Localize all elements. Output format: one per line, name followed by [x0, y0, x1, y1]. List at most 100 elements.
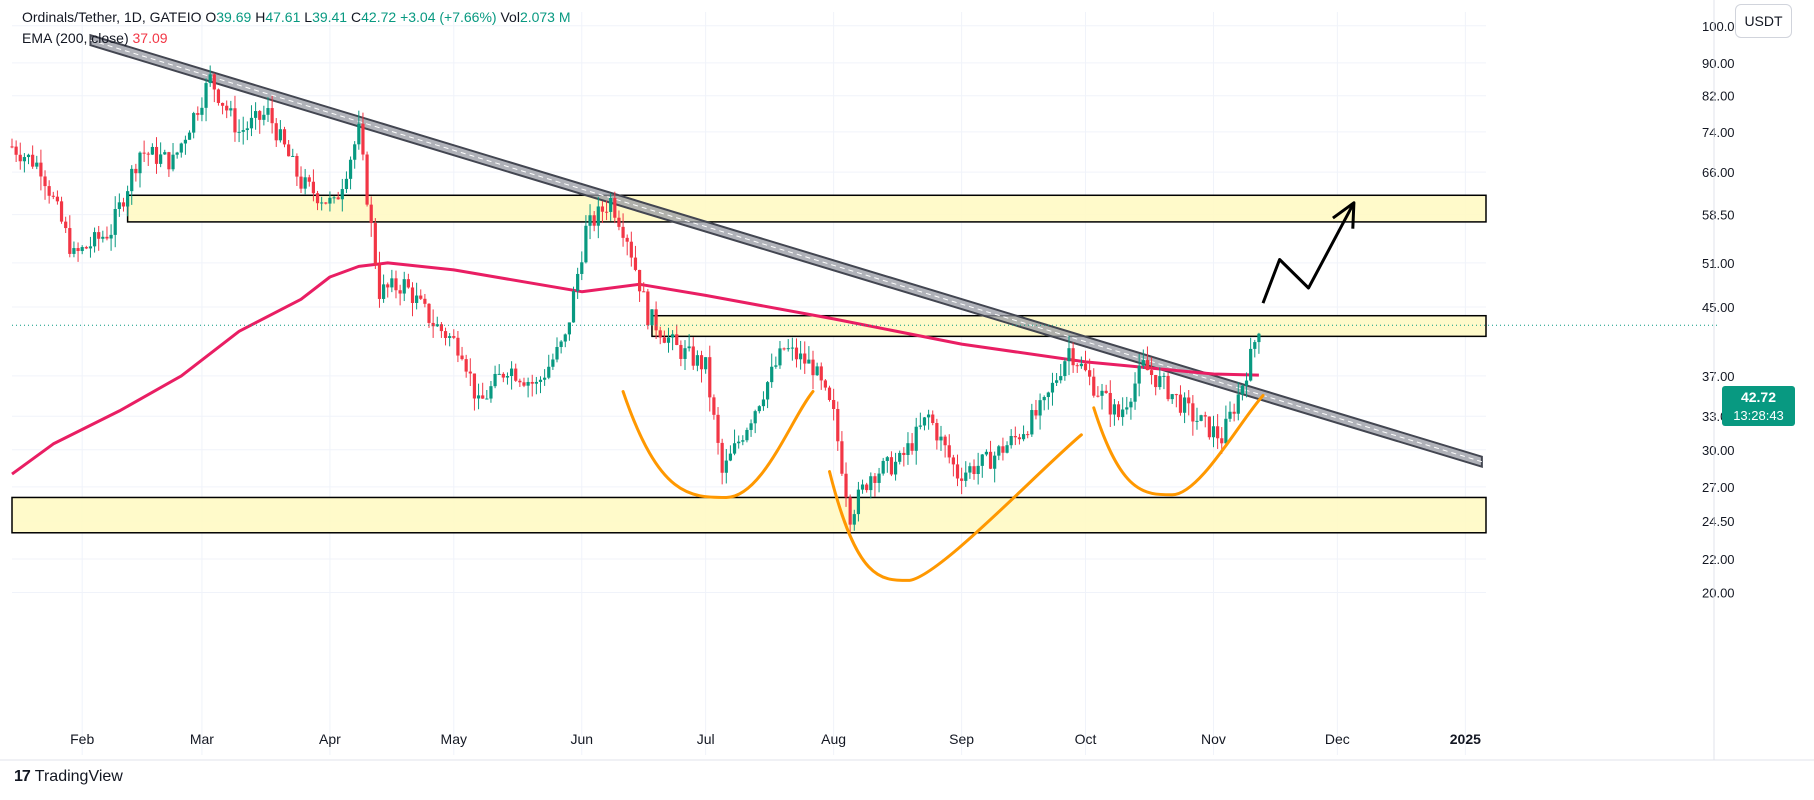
- candle: [1170, 393, 1174, 404]
- candle: [303, 168, 307, 195]
- candle-body: [951, 457, 955, 465]
- candle-body: [827, 387, 832, 400]
- candle-body: [167, 152, 171, 170]
- candle-body: [489, 386, 493, 399]
- y-tick-label: 100.00: [1702, 19, 1742, 34]
- candle-body: [472, 373, 477, 399]
- candle-body: [538, 379, 543, 382]
- candle: [914, 417, 918, 465]
- candle: [869, 472, 873, 499]
- candle-body: [563, 334, 567, 342]
- candle: [604, 200, 609, 221]
- candle-body: [386, 284, 390, 288]
- candle-body: [1129, 401, 1133, 408]
- candle-body: [972, 466, 976, 474]
- volume-value: 2.073 M: [519, 9, 571, 25]
- candle-body: [687, 346, 691, 349]
- symbol-name: Ordinals/Tether, 1D, GATEIO: [22, 9, 202, 25]
- candle-body: [885, 457, 889, 461]
- candle-body: [964, 472, 968, 481]
- candle: [951, 454, 955, 477]
- candle: [146, 151, 150, 166]
- candle: [637, 269, 642, 302]
- candle: [947, 434, 951, 464]
- candle-body: [955, 464, 960, 479]
- candle: [427, 303, 431, 328]
- candle-body: [815, 366, 819, 376]
- candle-body: [1137, 365, 1141, 384]
- tradingview-brand[interactable]: 17 TradingView: [14, 768, 123, 786]
- candle-body: [918, 425, 922, 427]
- y-tick-label: 58.50: [1702, 208, 1735, 223]
- candle-body: [704, 357, 708, 370]
- x-tick-label: Jul: [697, 731, 715, 747]
- candle: [361, 112, 365, 161]
- candle: [745, 427, 749, 443]
- candle-body: [340, 189, 344, 200]
- candle-body: [745, 429, 749, 441]
- candle: [939, 425, 943, 451]
- y-tick-label: 24.50: [1702, 514, 1735, 529]
- candle-body: [939, 436, 943, 441]
- candle-body: [1017, 437, 1022, 440]
- candle-body: [592, 215, 596, 226]
- candle-body: [1121, 409, 1125, 418]
- candle-body: [278, 129, 282, 141]
- ema-legend[interactable]: EMA (200, close) 37.09: [22, 30, 168, 46]
- candle-body: [1009, 435, 1013, 446]
- candle: [931, 410, 935, 426]
- candle-body: [138, 152, 142, 174]
- candle: [724, 448, 728, 484]
- candle: [18, 142, 22, 170]
- projection-arrow: [1261, 201, 1356, 304]
- candle-body: [836, 408, 840, 442]
- candle-body: [315, 193, 320, 204]
- candle-body: [576, 273, 580, 292]
- candle-body: [464, 359, 468, 372]
- candle: [159, 142, 163, 168]
- candle: [394, 270, 398, 299]
- currency-button[interactable]: USDT: [1735, 4, 1792, 38]
- candle: [596, 196, 600, 239]
- candle: [1116, 401, 1121, 421]
- candle-body: [270, 108, 274, 124]
- candle-body: [150, 146, 154, 155]
- candle: [340, 178, 344, 212]
- candle: [138, 151, 142, 188]
- candle: [398, 284, 402, 306]
- candle-body: [671, 334, 675, 338]
- candle-body: [856, 489, 861, 515]
- zone-band: [11, 496, 1487, 534]
- candle-body: [1088, 370, 1092, 377]
- candle: [35, 155, 39, 170]
- candle-body: [1001, 446, 1005, 453]
- candle: [534, 376, 538, 395]
- candle: [84, 245, 88, 250]
- candle-body: [803, 353, 807, 364]
- candle-body: [303, 177, 307, 189]
- last-price-value: 42.72: [1740, 389, 1777, 405]
- candle: [353, 141, 357, 169]
- candle-body: [505, 376, 510, 378]
- open-value: 39.69: [216, 9, 252, 25]
- candle: [51, 191, 55, 200]
- candle-body: [233, 108, 237, 133]
- candle: [154, 137, 159, 174]
- candle: [687, 334, 691, 352]
- candle-body: [765, 382, 770, 400]
- candle: [807, 346, 811, 364]
- candle-body: [968, 466, 972, 473]
- candle-body: [559, 341, 563, 347]
- candle: [675, 324, 679, 346]
- candle: [646, 288, 650, 330]
- candle: [786, 339, 790, 352]
- candle: [1203, 411, 1207, 428]
- candle-body: [373, 223, 377, 265]
- candle-body: [353, 144, 357, 160]
- candle: [551, 353, 555, 370]
- candle: [481, 382, 485, 399]
- candle: [1112, 398, 1117, 426]
